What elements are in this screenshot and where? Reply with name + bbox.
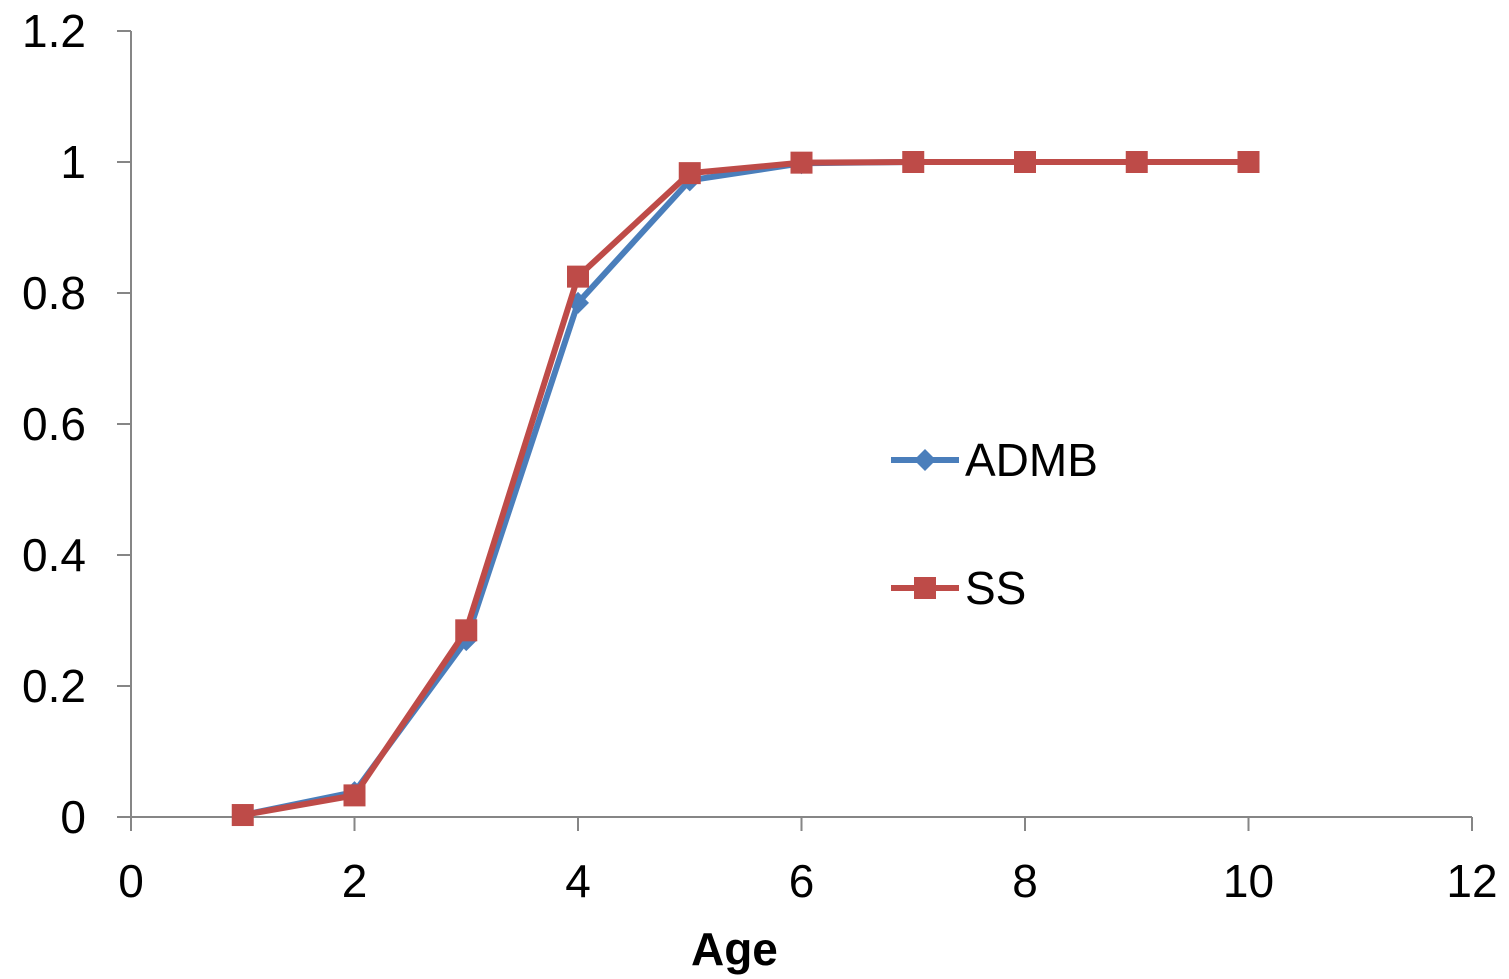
series-layer <box>231 151 1260 827</box>
data-point <box>790 151 813 174</box>
data-point <box>1237 151 1260 173</box>
x-tick-label: 2 <box>342 855 368 907</box>
data-point <box>231 804 254 827</box>
axes: 0 0.2 0.4 0.6 0.8 1 1.2 0 2 4 6 8 10 12 <box>22 5 1498 907</box>
data-point <box>567 265 589 288</box>
legend-label: ADMB <box>965 434 1098 486</box>
x-tick-label: 8 <box>1012 855 1038 907</box>
legend-swatch-marker <box>914 449 936 471</box>
x-axis-title: Age <box>691 923 778 975</box>
y-tick-label: 0.8 <box>22 267 86 319</box>
legend-item-admb: ADMB <box>891 434 1098 486</box>
y-tick-label: 1.2 <box>22 5 86 57</box>
series-admb <box>231 151 1260 827</box>
series-line <box>242 159 1249 818</box>
legend-label: SS <box>965 562 1026 614</box>
legend: ADMB SS <box>891 434 1098 614</box>
data-point <box>902 151 925 173</box>
data-point <box>455 619 478 642</box>
x-tick-label: 6 <box>789 855 815 907</box>
x-tick-label: 10 <box>1223 855 1274 907</box>
data-point <box>1125 151 1148 173</box>
data-point <box>678 162 701 185</box>
legend-item-ss: SS <box>891 562 1026 614</box>
y-tick-label: 0.6 <box>22 398 86 450</box>
data-point <box>1014 151 1036 173</box>
data-point <box>343 784 366 807</box>
y-tick-label: 0.4 <box>22 529 86 581</box>
series-ss <box>231 151 1260 827</box>
series-line <box>242 159 1249 818</box>
x-tick-label: 4 <box>565 855 591 907</box>
y-tick-label: 0.2 <box>22 660 86 712</box>
y-tick-label: 0 <box>60 791 86 843</box>
x-tick-label: 12 <box>1446 855 1497 907</box>
x-tick-label: 0 <box>118 855 144 907</box>
legend-swatch-marker <box>914 577 936 599</box>
y-tick-label: 1 <box>60 136 86 188</box>
